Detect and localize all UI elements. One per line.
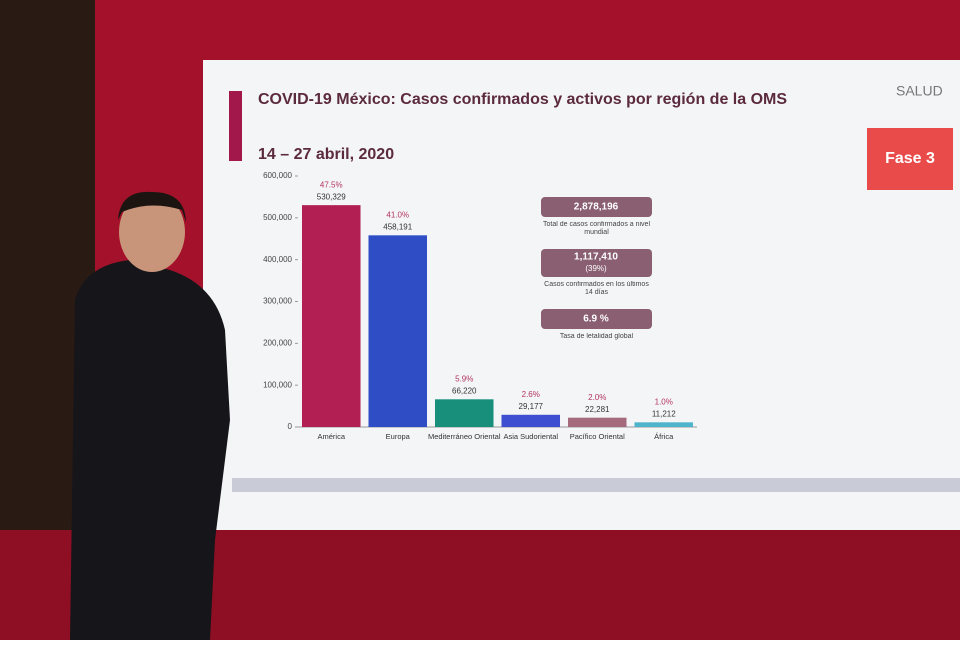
percent-label: 2.0% bbox=[588, 393, 606, 402]
percent-label: 5.9% bbox=[455, 374, 473, 383]
summary-panel: 2,878,196 Total de casos confirmados a ni… bbox=[541, 197, 652, 340]
x-tick-label: Mediterráneo Oriental bbox=[428, 432, 501, 441]
x-tick-label: Asia Sudoriental bbox=[503, 432, 558, 441]
bar bbox=[301, 205, 361, 427]
chart-subtitle: 14 – 27 abril, 2020 bbox=[258, 146, 394, 163]
panel-title: 2,878,196 bbox=[574, 202, 619, 213]
chart-title: COVID-19 México: Casos confirmados y act… bbox=[258, 91, 787, 108]
value-label: 29,177 bbox=[519, 402, 544, 411]
panel-title: 6.9 % bbox=[583, 314, 609, 325]
badge-box bbox=[867, 128, 953, 190]
bar bbox=[368, 235, 428, 427]
y-tick-label: 100,000 bbox=[263, 380, 292, 389]
bar bbox=[434, 399, 494, 427]
percent-label: 47.5% bbox=[320, 180, 343, 189]
panel-caption: Casos confirmados en los últimos 14 días bbox=[544, 281, 649, 296]
x-tick-label: Pacífico Oriental bbox=[570, 432, 625, 441]
panel-caption: Total de casos confirmados a nivel mundi… bbox=[543, 221, 650, 236]
percent-label: 41.0% bbox=[386, 210, 409, 219]
bar bbox=[501, 414, 561, 427]
speaker bbox=[70, 191, 230, 640]
panel-caption: Tasa de letalidad global bbox=[559, 333, 634, 340]
title-accent bbox=[229, 91, 242, 161]
bar bbox=[634, 422, 694, 427]
panel-box bbox=[541, 249, 652, 277]
badge: Fase 3 bbox=[885, 150, 935, 167]
percent-label: 1.0% bbox=[655, 397, 673, 406]
panel-caption-box: Total de casos confirmados a nivel mundi… bbox=[543, 221, 650, 236]
x-tick-label: África bbox=[654, 432, 674, 441]
panel-box bbox=[541, 197, 652, 217]
y-tick-label: 0 bbox=[288, 422, 293, 431]
panel-title: 1,117,410 bbox=[574, 252, 618, 263]
chart: 0 100,000 200,000 300,000 400,000 500,000 600,… bbox=[263, 171, 697, 441]
logo: SALUD bbox=[896, 83, 943, 99]
x-tick-label: América bbox=[317, 432, 345, 441]
panel-caption-box: Tasa de letalidad global bbox=[559, 333, 634, 340]
panel-caption-box: Casos confirmados en los últimos 14 días bbox=[544, 281, 649, 296]
y-tick-label: 400,000 bbox=[263, 255, 292, 264]
value-label: 530,329 bbox=[317, 192, 346, 201]
y-tick-label: 300,000 bbox=[263, 297, 292, 306]
percent-label: 2.6% bbox=[522, 390, 540, 399]
bar bbox=[567, 417, 627, 427]
panel-box bbox=[541, 309, 652, 329]
footer-band bbox=[232, 478, 960, 492]
y-tick-label: 500,000 bbox=[263, 213, 292, 222]
value-label: 458,191 bbox=[383, 222, 412, 231]
x-tick-label: Europa bbox=[386, 432, 411, 441]
value-label: 11,212 bbox=[652, 409, 676, 418]
panel-note: (39%) bbox=[585, 264, 607, 273]
value-label: 66,220 bbox=[452, 386, 477, 395]
value-label: 22,281 bbox=[585, 405, 610, 414]
y-tick-label: 600,000 bbox=[263, 171, 292, 180]
y-tick-label: 200,000 bbox=[263, 338, 292, 347]
